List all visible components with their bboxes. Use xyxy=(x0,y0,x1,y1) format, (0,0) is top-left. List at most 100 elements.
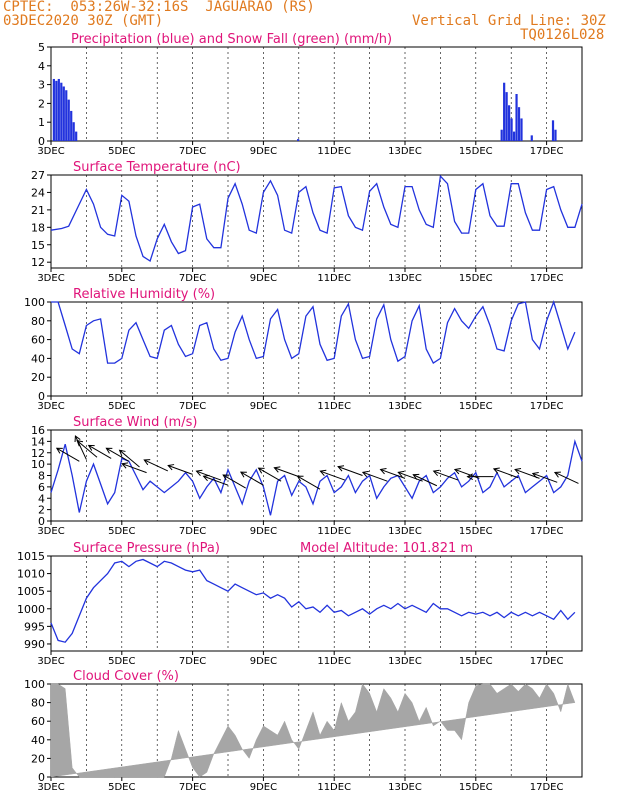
precip-bar xyxy=(510,118,513,141)
wind-ytick-label: 6 xyxy=(38,481,45,494)
pressure-xtick-label: 5DEC xyxy=(108,656,135,667)
rh-ytick-label: 80 xyxy=(31,315,45,328)
precip-bar xyxy=(60,82,63,141)
precip-bar xyxy=(554,129,557,141)
precip-bar xyxy=(551,120,555,141)
pressure-ytick-label: 1010 xyxy=(17,568,45,581)
wind-arrow xyxy=(203,475,229,486)
wind-xtick-label: 7DEC xyxy=(179,526,206,537)
grid-note: Vertical Grid Line: 30Z xyxy=(412,13,606,29)
precip-ytick-label: 2 xyxy=(38,97,45,110)
temp-ytick-label: 21 xyxy=(31,204,45,217)
rh-xtick-label: 7DEC xyxy=(179,401,206,412)
rh-ytick-label: 20 xyxy=(31,371,45,384)
wind-arrow xyxy=(222,474,246,489)
wind-arrow-head xyxy=(167,464,175,471)
wind-arrow-head xyxy=(222,474,230,481)
temp-frame xyxy=(50,174,583,269)
pressure-ytick-label: 1000 xyxy=(17,603,45,616)
wind-ytick-label: 8 xyxy=(38,470,45,483)
temp-xtick-label: 5DEC xyxy=(108,273,135,284)
wind-arrow-head xyxy=(74,435,81,443)
wind-xtick-label: 15DEC xyxy=(459,526,493,537)
wind-arrow-head xyxy=(412,473,420,480)
wind-arrow xyxy=(274,467,299,478)
temp-title: Surface Temperature (nC) xyxy=(73,160,241,175)
precip-bar xyxy=(517,107,521,141)
cloud-ytick-label: 40 xyxy=(31,734,45,747)
pressure-ytick-label: 1005 xyxy=(17,585,45,598)
wind-arrow-head xyxy=(105,447,113,454)
precip-frame xyxy=(50,46,583,142)
wind-arrow-head xyxy=(76,439,84,447)
wind-arrow xyxy=(493,468,519,479)
wind-arrow-head xyxy=(553,471,561,478)
precip-bar xyxy=(297,139,300,141)
pressure-ytick-label: 1015 xyxy=(17,550,45,563)
precip-bar xyxy=(500,129,503,141)
precip-bar xyxy=(505,92,508,141)
cloud-ytick-label: 20 xyxy=(31,752,45,765)
pressure-series-line xyxy=(50,558,576,643)
rh-xtick-label: 15DEC xyxy=(459,401,493,412)
wind-ytick-label: 2 xyxy=(38,504,45,517)
rh-ytick-label: 40 xyxy=(31,352,45,365)
wind-xtick-label: 5DEC xyxy=(108,526,135,537)
wind-arrow-head xyxy=(397,470,405,478)
wind-xtick-label: 3DEC xyxy=(37,526,64,537)
cloud-title: Cloud Cover (%) xyxy=(73,669,179,684)
wind-arrow-head xyxy=(379,468,387,475)
rh-ytick-label: 100 xyxy=(24,296,45,309)
rh-xtick-label: 17DEC xyxy=(530,401,564,412)
precip-bar xyxy=(57,78,60,141)
cloud-xtick-label: 11DEC xyxy=(317,782,351,793)
pressure-frame xyxy=(50,555,583,652)
temp-ytick-label: 18 xyxy=(31,221,45,234)
rh-ytick-label: 0 xyxy=(38,390,45,403)
wind-ytick-label: 16 xyxy=(31,424,45,437)
run-date: 03DEC2020 30Z (GMT) xyxy=(3,13,164,29)
wind-xtick-label: 17DEC xyxy=(530,526,564,537)
pressure-xtick-label: 3DEC xyxy=(37,656,64,667)
wind-ytick-label: 4 xyxy=(38,492,45,505)
precip-xtick-label: 15DEC xyxy=(459,146,493,157)
header: CPTEC: 053:26W-32:16S JAGUARAO (RS) 03DE… xyxy=(0,0,618,48)
wind-arrow xyxy=(320,470,345,481)
wind-arrow-head xyxy=(239,471,247,478)
pressure-xtick-label: 15DEC xyxy=(459,656,493,667)
rh-frame xyxy=(50,301,583,397)
wind-arrow xyxy=(88,445,112,459)
rh-xtick-label: 5DEC xyxy=(108,401,135,412)
wind-arrow-head xyxy=(202,474,210,482)
wind-arrow-head xyxy=(87,444,95,451)
precip-bar xyxy=(72,122,75,141)
cloud-xtick-label: 17DEC xyxy=(530,782,564,793)
temp-series-line xyxy=(50,174,583,263)
cloud-xtick-label: 15DEC xyxy=(459,782,493,793)
cloud-ytick-label: 80 xyxy=(31,697,45,710)
pressure-annotation: Model Altitude: 101.821 m xyxy=(300,541,473,556)
precip-title: Precipitation (blue) and Snow Fall (gree… xyxy=(71,32,392,47)
wind-frame xyxy=(50,429,583,522)
wind-arrow xyxy=(297,475,321,490)
wind-arrow xyxy=(258,467,282,482)
pressure-xtick-label: 11DEC xyxy=(317,656,351,667)
station-info: CPTEC: 053:26W-32:16S JAGUARAO (RS) xyxy=(3,0,315,15)
wind-arrow xyxy=(119,449,140,468)
precip-bar xyxy=(65,90,68,141)
wind-arrow xyxy=(362,471,388,482)
wind-arrow xyxy=(106,447,130,462)
temp-xtick-label: 11DEC xyxy=(317,273,351,284)
pressure-ytick-label: 990 xyxy=(24,638,45,651)
cloud-xtick-label: 3DEC xyxy=(37,782,64,793)
wind-arrow-head xyxy=(337,465,345,472)
wind-arrow xyxy=(240,471,264,486)
rh-xtick-label: 13DEC xyxy=(388,401,422,412)
pressure-title: Surface Pressure (hPa) xyxy=(73,541,220,556)
rh-xtick-label: 11DEC xyxy=(317,401,351,412)
wind-arrow-head xyxy=(361,470,369,478)
wind-arrow xyxy=(380,468,406,479)
precip-ytick-label: 3 xyxy=(38,79,45,92)
precip-xtick-label: 11DEC xyxy=(317,146,351,157)
temp-xtick-label: 17DEC xyxy=(530,273,564,284)
